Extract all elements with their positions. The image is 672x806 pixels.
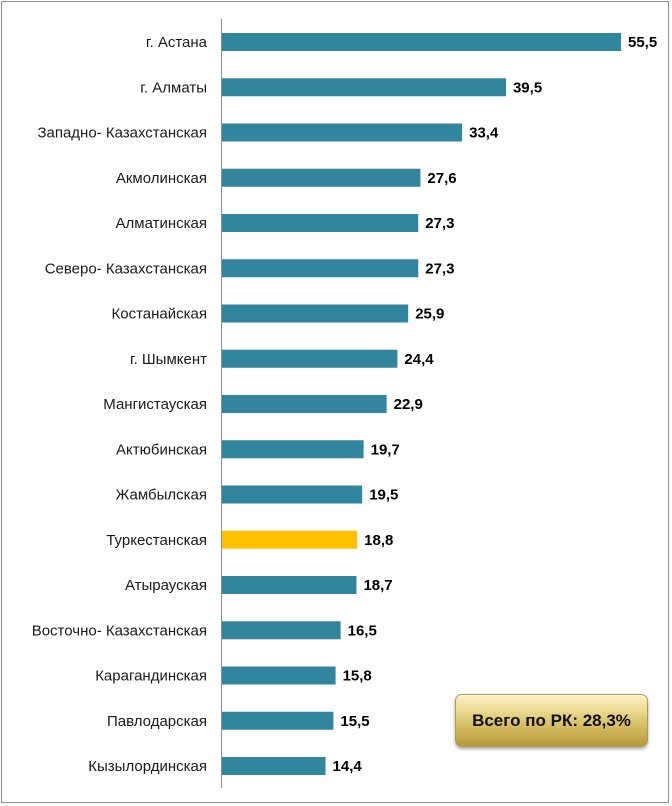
value-label: 55,5 [628, 34, 657, 51]
value-label: 19,5 [369, 487, 398, 504]
category-label: Западно- Казахстанская [37, 125, 207, 142]
value-label: 15,8 [343, 668, 372, 685]
bar [222, 757, 326, 775]
bar [222, 395, 387, 413]
value-label: 19,7 [371, 441, 400, 458]
bar [222, 711, 334, 730]
category-label: Костанайская [112, 306, 208, 323]
bar [222, 168, 421, 187]
category-label: Павлодарская [107, 713, 207, 730]
value-label: 25,9 [415, 306, 444, 323]
category-label: Туркестанская [106, 532, 207, 549]
value-label: 39,5 [513, 79, 542, 96]
category-label: Мангистауская [103, 396, 207, 413]
bar [222, 33, 621, 51]
value-label: 24,4 [404, 351, 434, 368]
category-label: Актюбинская [116, 441, 207, 458]
category-label: Восточно- Казахстанская [32, 622, 207, 639]
bar [222, 349, 398, 368]
bar [222, 576, 357, 594]
category-label: г. Алматы [140, 79, 207, 96]
category-label: Кызылординская [88, 758, 207, 775]
bar-highlighted [222, 530, 358, 549]
category-label: Карагандинская [95, 668, 207, 685]
category-label: г. Астана [146, 34, 208, 51]
bar [222, 666, 336, 685]
category-label: Атырауская [125, 577, 207, 594]
total-badge-text: Всего по РК: 28,3% [472, 710, 631, 730]
bar [222, 304, 409, 323]
value-label: 27,3 [425, 260, 454, 277]
category-label: Жамбылская [116, 487, 208, 504]
bar [222, 440, 364, 459]
bar [222, 123, 463, 142]
value-label: 16,5 [348, 622, 377, 639]
bar [222, 214, 419, 232]
value-label: 33,4 [469, 125, 499, 142]
bar [222, 259, 419, 278]
value-label: 27,6 [427, 170, 456, 187]
bar [222, 621, 341, 640]
value-label: 15,5 [340, 713, 369, 730]
category-label: Акмолинская [116, 170, 207, 187]
value-label: 27,3 [425, 215, 454, 232]
bars-layer: г. Астана 55,5 г. Алматы 39,5 Западно- Казах… [32, 33, 657, 775]
value-label: 18,8 [364, 532, 393, 549]
bar [222, 78, 506, 97]
total-badge: Всего по РК: 28,3% [455, 694, 648, 747]
category-label: Алматинская [116, 215, 207, 232]
value-label: 18,7 [363, 577, 392, 594]
value-label: 14,4 [333, 758, 363, 775]
category-label: Северо- Казахстанская [45, 260, 207, 277]
bar [222, 485, 363, 504]
value-label: 22,9 [394, 396, 423, 413]
category-label: г. Шымкент [130, 351, 207, 368]
